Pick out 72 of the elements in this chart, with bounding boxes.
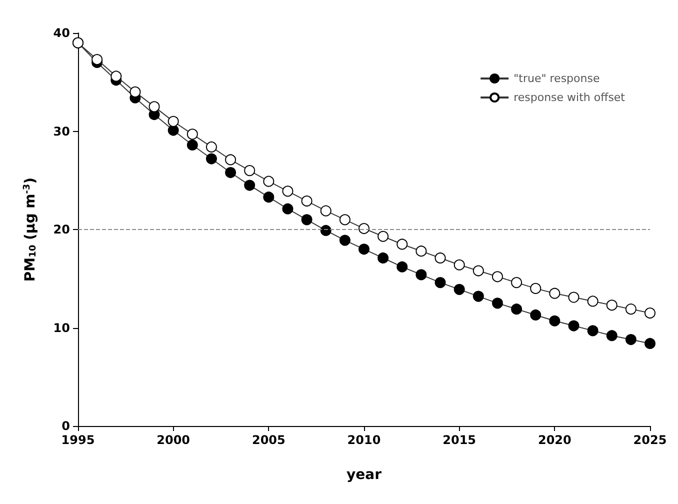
point bbox=[454, 259, 465, 270]
point bbox=[244, 165, 256, 176]
point bbox=[358, 223, 370, 234]
point bbox=[339, 234, 350, 246]
y-tick-label: 20 bbox=[53, 222, 70, 236]
point bbox=[549, 288, 560, 299]
point bbox=[644, 308, 656, 319]
point bbox=[320, 205, 332, 216]
point bbox=[225, 154, 236, 166]
x-tick-label: 2010 bbox=[347, 433, 381, 447]
point bbox=[416, 269, 427, 280]
point bbox=[320, 224, 332, 236]
point bbox=[358, 244, 370, 255]
legend-label: response with offset bbox=[514, 91, 626, 104]
x-axis-title: year bbox=[346, 467, 382, 483]
x-tick-label: 2020 bbox=[538, 433, 572, 447]
point bbox=[206, 141, 217, 152]
point bbox=[396, 238, 408, 250]
point bbox=[225, 167, 236, 178]
y-tick-label: 10 bbox=[53, 320, 70, 335]
point bbox=[606, 330, 618, 342]
point bbox=[511, 277, 522, 288]
point bbox=[492, 298, 503, 309]
point bbox=[186, 128, 198, 140]
point bbox=[644, 338, 656, 349]
y-tick-label: 30 bbox=[53, 124, 70, 138]
point bbox=[511, 304, 522, 315]
point bbox=[434, 277, 446, 288]
y-axis-title: PM10 (µg m-3) bbox=[22, 177, 38, 282]
point bbox=[416, 246, 427, 257]
point bbox=[492, 271, 503, 282]
x-tick-label: 2000 bbox=[156, 433, 190, 447]
point bbox=[530, 282, 542, 294]
point bbox=[587, 325, 598, 336]
point bbox=[92, 54, 103, 66]
point bbox=[282, 186, 294, 197]
point bbox=[472, 265, 484, 276]
point bbox=[301, 196, 312, 207]
point bbox=[549, 315, 560, 326]
point bbox=[130, 86, 141, 98]
point bbox=[168, 116, 179, 127]
point bbox=[339, 214, 350, 226]
point bbox=[472, 290, 484, 302]
point bbox=[454, 284, 465, 295]
point bbox=[148, 101, 160, 112]
point bbox=[168, 124, 179, 136]
x-tick-label: 1995 bbox=[61, 433, 95, 447]
point bbox=[110, 70, 122, 82]
point bbox=[378, 230, 389, 242]
x-tick-label: 2025 bbox=[633, 433, 667, 447]
point bbox=[263, 192, 274, 203]
point bbox=[606, 300, 618, 311]
x-tick-label: 2005 bbox=[252, 433, 286, 447]
point bbox=[625, 304, 636, 315]
point bbox=[263, 176, 274, 187]
point bbox=[378, 252, 389, 264]
x-tick-label: 2015 bbox=[442, 433, 476, 447]
point bbox=[530, 309, 542, 320]
y-tick-label: 0 bbox=[62, 419, 70, 433]
point bbox=[434, 252, 446, 264]
point bbox=[396, 261, 408, 272]
point bbox=[568, 320, 580, 332]
point bbox=[587, 296, 598, 307]
point bbox=[568, 292, 580, 303]
point bbox=[244, 180, 256, 191]
point bbox=[206, 153, 217, 164]
point bbox=[625, 334, 636, 346]
point bbox=[282, 203, 294, 214]
point bbox=[186, 140, 198, 150]
legend-label: "true" response bbox=[514, 72, 600, 85]
y-tick-label: 40 bbox=[53, 26, 70, 40]
point bbox=[301, 214, 312, 226]
